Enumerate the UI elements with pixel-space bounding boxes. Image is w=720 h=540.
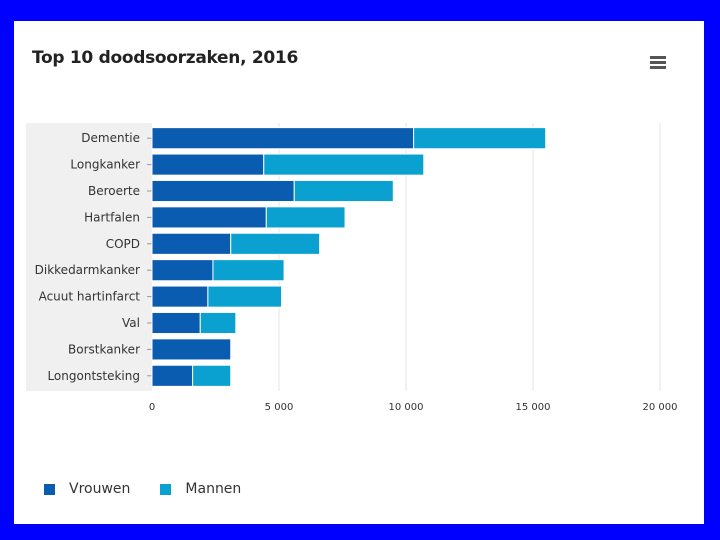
legend-label-mannen: Mannen bbox=[185, 481, 242, 497]
category-label-7: Val bbox=[122, 316, 140, 330]
x-tick-label-0: 0 bbox=[149, 402, 155, 413]
legend-swatch-vrouwen bbox=[44, 483, 55, 495]
bar-vrouwen-3 bbox=[151, 206, 267, 229]
legend-item-vrouwen[interactable]: Vrouwen bbox=[44, 481, 130, 497]
chart-container: Top 10 doodsoorzaken, 2016 0 5 000 10 000 1… bbox=[14, 21, 704, 524]
category-label-3: Hartfalen bbox=[84, 210, 140, 224]
x-tick-label-10000: 10 000 bbox=[389, 402, 424, 413]
bar-vrouwen-2 bbox=[151, 179, 295, 203]
hamburger-menu-icon[interactable] bbox=[650, 56, 666, 70]
category-label-0: Dementie bbox=[81, 131, 140, 145]
bar-mannen-4 bbox=[230, 232, 321, 255]
bar-vrouwen-5 bbox=[151, 259, 214, 282]
x-tick-label-5000: 5 000 bbox=[265, 402, 294, 413]
bar-mannen-9 bbox=[192, 364, 232, 387]
category-label-5: Dikkedarmkanker bbox=[35, 263, 140, 277]
bar-mannen-7 bbox=[199, 311, 237, 335]
bar-mannen-1 bbox=[263, 153, 425, 176]
legend-item-mannen[interactable]: Mannen bbox=[160, 481, 241, 497]
chart-plot-area: 0 5 000 10 000 15 000 20 000 Dementie Longkank… bbox=[26, 123, 678, 413]
bar-vrouwen-0 bbox=[151, 127, 415, 150]
bar-vrouwen-1 bbox=[151, 153, 265, 176]
category-label-9: Longontsteking bbox=[47, 369, 140, 383]
bar-vrouwen-7 bbox=[151, 311, 201, 335]
bar-vrouwen-6 bbox=[151, 285, 209, 308]
bar-mannen-2 bbox=[293, 179, 394, 203]
category-label-1: Longkanker bbox=[70, 158, 140, 172]
category-label-8: Borstkanker bbox=[68, 342, 140, 356]
bar-vrouwen-9 bbox=[151, 364, 194, 387]
x-tick-label-20000: 20 000 bbox=[643, 402, 678, 413]
chart-title: Top 10 doodsoorzaken, 2016 bbox=[32, 48, 298, 68]
bar-vrouwen-8 bbox=[151, 338, 232, 361]
x-tick-label-15000: 15 000 bbox=[516, 402, 551, 413]
category-axis-background bbox=[26, 123, 152, 391]
bar-mannen-6 bbox=[207, 285, 283, 308]
bar-mannen-0 bbox=[413, 127, 547, 150]
legend: Vrouwen Mannen bbox=[44, 481, 241, 497]
bar-mannen-3 bbox=[265, 206, 346, 229]
category-label-4: COPD bbox=[106, 237, 140, 251]
legend-label-vrouwen: Vrouwen bbox=[69, 481, 131, 497]
category-label-2: Beroerte bbox=[88, 184, 140, 198]
bar-mannen-5 bbox=[212, 259, 285, 282]
category-label-6: Acuut hartinfarct bbox=[39, 290, 141, 304]
legend-swatch-mannen bbox=[160, 483, 172, 495]
bar-vrouwen-4 bbox=[151, 232, 232, 255]
